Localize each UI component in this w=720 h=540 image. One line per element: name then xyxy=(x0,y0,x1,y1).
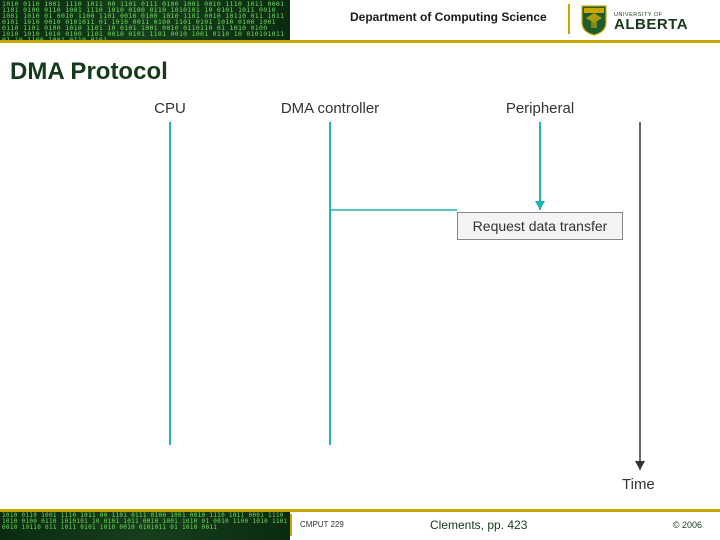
dma-sequence-diagram: CPU DMA controller Peripheral Request da… xyxy=(0,90,720,490)
footer-copyright: © 2006 xyxy=(673,520,702,530)
department-name: Department of Computing Science xyxy=(350,10,547,24)
header-gold-rule xyxy=(0,40,720,43)
slide-root: 1010 0110 1001 1110 1011 00 1101 0111 01… xyxy=(0,0,720,540)
header-divider xyxy=(568,4,570,34)
crest-icon xyxy=(580,4,608,36)
header-binary-bg: 1010 0110 1001 1110 1011 00 1101 0111 01… xyxy=(0,0,290,40)
diagram-svg xyxy=(0,90,720,490)
university-logo: UNIVERSITY OF ALBERTA xyxy=(580,2,688,38)
footer-divider xyxy=(290,514,292,536)
footer-course: CMPUT 229 xyxy=(300,520,344,529)
footer-citation: Clements, pp. 423 xyxy=(430,518,527,532)
slide-title: DMA Protocol xyxy=(10,58,168,86)
footer-binary-bg: 1010 0110 1001 1110 1011 00 1101 0111 01… xyxy=(0,512,290,540)
label-dma: DMA controller xyxy=(281,100,379,117)
label-peripheral: Peripheral xyxy=(506,100,574,117)
label-cpu: CPU xyxy=(154,100,186,117)
footer-bar: 1010 0110 1001 1110 1011 00 1101 0111 01… xyxy=(0,512,720,540)
request-data-transfer-box: Request data transfer xyxy=(457,212,623,240)
logo-text: UNIVERSITY OF ALBERTA xyxy=(614,10,688,30)
label-time: Time xyxy=(622,476,655,493)
logo-alberta: ALBERTA xyxy=(614,20,688,30)
header-bar: 1010 0110 1001 1110 1011 00 1101 0111 01… xyxy=(0,0,720,40)
